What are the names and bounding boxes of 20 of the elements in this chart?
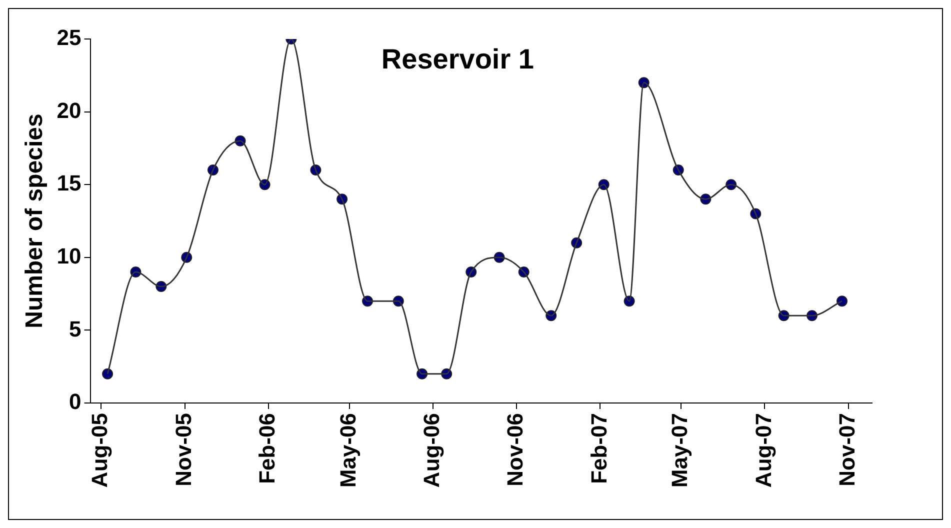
x-tick-label: May-07 <box>667 413 692 488</box>
chart-title: Reservoir 1 <box>381 44 534 75</box>
x-tick-label: Nov-06 <box>502 413 528 486</box>
y-tick-label: 25 <box>56 25 82 50</box>
y-axis-title: Number of species <box>21 114 48 328</box>
y-tick-label: 10 <box>56 243 82 268</box>
y-tick-label: 5 <box>69 316 82 342</box>
x-tick-label: May-06 <box>335 413 360 488</box>
y-tick-label: 20 <box>56 98 82 123</box>
y-tick-label: 15 <box>56 170 82 196</box>
x-tick-label: Feb-07 <box>586 413 612 484</box>
point <box>102 368 114 380</box>
x-tick-label: Aug-06 <box>419 413 444 488</box>
x-tick-label: Aug-07 <box>750 413 776 488</box>
point <box>836 296 848 307</box>
x-tick-label: Feb-06 <box>254 413 280 484</box>
x-tick-label: Aug-05 <box>87 413 112 488</box>
y-tick-label: 0 <box>69 389 82 414</box>
x-tick-label: Nov-07 <box>834 413 860 486</box>
x-tick-label: Nov-05 <box>170 413 196 486</box>
